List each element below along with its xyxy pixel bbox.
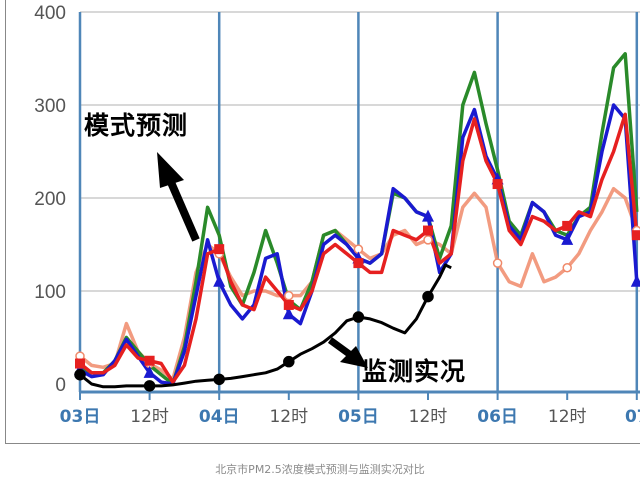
model-arrow-shaft [166,178,200,242]
data-point-marker [143,365,156,378]
data-point-marker [423,235,433,245]
observed-annotation: 监测实况 [362,357,467,386]
data-point-marker [284,290,294,301]
data-point-marker [353,258,364,269]
observed-arrow-shaft [327,337,355,359]
y-tick-label: 400 [34,3,66,24]
data-point-marker [422,290,434,303]
x-tick-label: 12时 [269,407,308,427]
y-tick-label: 300 [34,96,66,117]
x-tick-label: 07 [625,407,640,427]
data-point-marker [423,225,433,236]
figure-caption: 北京市PM2.5浓度模式预测与监测实况对比 [215,463,425,476]
x-tick-label: 05日 [338,407,379,427]
series-line-4 [79,263,452,389]
model-forecast-annotation: 模式预测 [84,111,189,140]
data-point-marker [631,230,640,241]
frame-left-border [5,0,6,444]
data-point-marker [283,355,295,368]
data-point-marker [630,274,640,287]
data-point-marker [213,274,226,287]
observed-arrow-head [340,346,368,368]
data-point-marker [74,368,86,381]
data-point-marker [143,380,156,392]
data-point-marker [562,220,573,231]
model-arrow [157,152,200,242]
frame-bottom-border [5,443,640,444]
x-tick-label: 12时 [130,407,169,427]
data-point-marker [492,258,503,268]
data-point-marker [422,209,434,222]
data-point-marker [282,307,295,320]
x-tick-label: 04日 [199,407,240,427]
x-tick-label: 12时 [409,407,448,427]
data-point-marker [283,299,294,310]
pm25-line-chart: 0 100 200 300 400 03日 12时 04日 12时 05日 12时 06日 12时 07 [34,3,640,427]
y-tick-label: 200 [34,189,66,210]
data-point-marker [492,179,503,190]
data-point-marker [214,244,225,255]
data-point-marker [562,263,572,273]
data-point-marker [561,232,574,245]
y-tick-label: 0 [55,375,66,396]
x-tick-label: 03日 [60,407,101,427]
model-arrow-head [157,152,184,188]
observed-arrow [327,337,368,368]
data-point-marker [213,373,225,386]
data-point-marker [144,355,155,366]
x-tick-label: 06日 [477,407,518,427]
y-tick-label: 100 [34,282,66,303]
x-tick-label: 12时 [548,407,587,427]
data-point-marker [352,311,365,323]
data-point-marker [75,358,85,369]
